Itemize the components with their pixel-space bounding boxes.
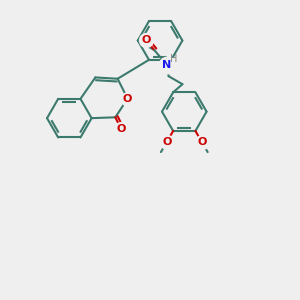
Text: H: H — [170, 54, 178, 64]
Text: O: O — [162, 137, 172, 147]
Text: O: O — [197, 137, 206, 147]
Text: O: O — [116, 124, 126, 134]
Text: O: O — [123, 94, 132, 104]
Text: O: O — [142, 35, 151, 45]
Text: N: N — [162, 60, 171, 70]
